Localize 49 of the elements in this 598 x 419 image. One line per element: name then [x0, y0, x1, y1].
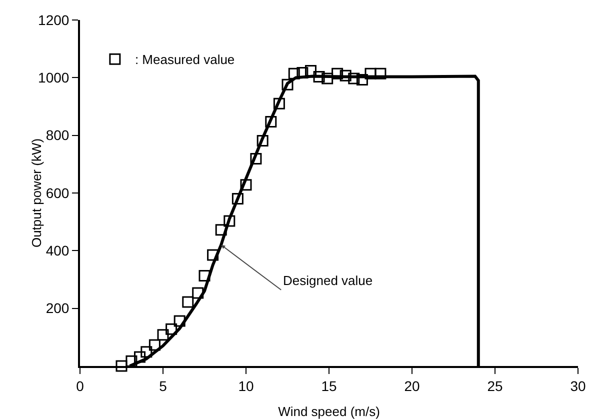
x-tick-label: 15	[321, 378, 337, 394]
point	[265, 116, 277, 128]
y-tick-label: 200	[46, 300, 70, 316]
y-tick-label: 400	[46, 242, 70, 259]
point	[174, 315, 186, 327]
x-tick-label: 0	[76, 378, 84, 394]
point	[273, 98, 285, 110]
x-tick-label: 30	[570, 378, 586, 394]
point	[166, 323, 178, 335]
legend-label: : Measured value	[134, 52, 235, 68]
point	[116, 360, 128, 372]
annotation: Designed value	[283, 273, 373, 288]
point	[364, 68, 376, 80]
point	[215, 224, 227, 236]
point	[282, 78, 294, 90]
y-tick-label: 800	[46, 127, 70, 144]
point	[126, 355, 138, 367]
point	[207, 249, 219, 261]
point	[192, 287, 204, 299]
point	[224, 215, 236, 227]
y-tick-label: 1200	[38, 12, 70, 28]
point	[313, 71, 325, 83]
x-tick-label: 20	[404, 378, 420, 394]
point	[340, 70, 352, 82]
point	[182, 296, 194, 308]
point	[288, 68, 300, 80]
point	[356, 74, 368, 86]
point	[198, 270, 210, 282]
point	[250, 152, 262, 164]
point	[157, 329, 169, 341]
point	[296, 67, 308, 79]
x-tick-label: 25	[487, 378, 503, 394]
point	[256, 135, 268, 147]
x-tick-label: 5	[159, 378, 168, 394]
point	[322, 72, 334, 84]
point	[148, 339, 160, 351]
point	[374, 68, 386, 80]
point	[134, 351, 146, 363]
y-tick-label: 1000	[38, 70, 70, 86]
x-axis-title: Wind speed (m/s)	[278, 404, 380, 419]
y-axis-title: Output power (kW)	[28, 138, 44, 248]
point	[232, 193, 244, 205]
point	[348, 72, 360, 84]
x-tick-label: 10	[238, 378, 254, 394]
point	[140, 346, 152, 358]
point	[304, 65, 316, 76]
y-tick-label: 600	[46, 184, 70, 201]
point	[240, 179, 252, 191]
point	[332, 68, 344, 80]
